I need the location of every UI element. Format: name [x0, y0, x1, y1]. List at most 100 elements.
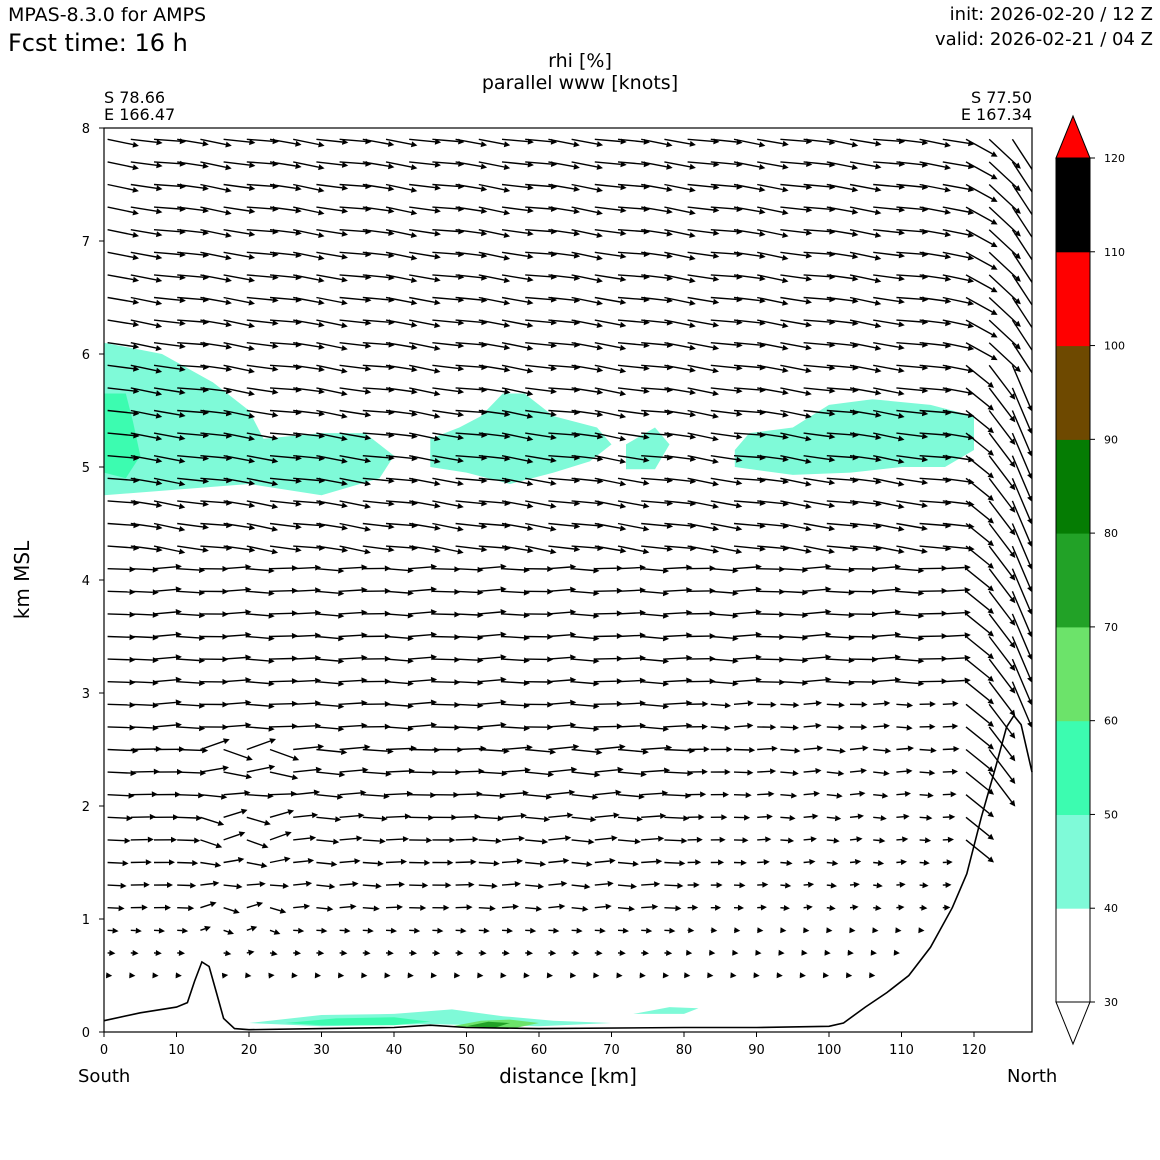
wind-vector-1010: [246, 387, 279, 395]
wind-vector-798: [896, 522, 928, 531]
rhi-region-12: [466, 1021, 510, 1028]
wind-vector-107: [200, 901, 217, 909]
wind-vector-722: [988, 568, 1016, 604]
wind-vector-923: [1011, 455, 1032, 502]
wind-vector-1052: [293, 364, 325, 373]
wind-vector-952: [757, 432, 789, 440]
wind-vector-1303: [548, 229, 581, 237]
wind-vector-954: [803, 432, 836, 440]
wind-vector-1102: [525, 342, 558, 349]
wind-vector-845: [130, 477, 163, 486]
wind-vector-1293: [316, 229, 348, 237]
wind-vector-288: [942, 814, 956, 820]
wind-vector-162: [617, 883, 637, 890]
wind-vector-1004: [107, 387, 140, 394]
wind-vector-970: [246, 409, 279, 418]
wind-vector-1341: [501, 206, 534, 214]
wind-vector-866: [617, 477, 650, 486]
wind-vector-843: [1011, 500, 1032, 548]
wind-vector-567: [177, 634, 206, 641]
x-axis-label: distance [km]: [499, 1064, 637, 1088]
wind-vector-822: [525, 500, 557, 509]
wind-vector-1297: [409, 229, 441, 237]
wind-vector-994: [803, 409, 836, 417]
wind-vector-1243: [1011, 274, 1032, 307]
wind-vector-724: [107, 544, 140, 551]
wind-vector-125: [617, 905, 635, 912]
wind-vector-906: [617, 455, 650, 463]
wind-vector-403: [942, 746, 960, 752]
wind-vector-988: [664, 409, 697, 418]
wind-vector-821: [501, 500, 534, 509]
wind-vector-1257: [409, 251, 441, 260]
wind-vector-340: [385, 768, 415, 774]
wind-vector-1197: [873, 296, 905, 305]
wind-vector-1216: [385, 274, 418, 283]
wind-vector-241: [733, 837, 749, 844]
wind-vector-746: [617, 545, 650, 555]
wind-vector-2: [152, 972, 159, 979]
wind-vector-1305: [594, 229, 627, 237]
y-axis-ticks: 0 1 2 3 4 5 6 7 8: [82, 122, 104, 1041]
wind-vector-306: [478, 792, 506, 799]
wind-vector-1482: [988, 138, 1021, 169]
wind-vector-628: [664, 609, 693, 616]
wind-vector-754: [803, 545, 835, 554]
wind-vector-773: [316, 522, 348, 531]
wind-vector-143: [177, 882, 197, 889]
wind-vector-19: [570, 972, 577, 979]
wind-vector-1140: [478, 319, 511, 328]
wind-vector-1345: [594, 206, 627, 214]
wind-vector-55: [641, 950, 649, 956]
colorbar-label: 90: [1104, 433, 1118, 446]
wind-vector-1481: [965, 138, 998, 157]
wind-vector-726: [153, 545, 186, 555]
wind-vector-1295: [362, 229, 395, 236]
wind-vector-434: [757, 724, 777, 731]
wind-vector-354: [710, 769, 731, 775]
wind-vector-212: [919, 859, 930, 866]
wind-vector-267: [455, 813, 481, 820]
wind-vector-779: [455, 522, 488, 530]
x-axis-ticks: 0 10 20 30 40 50 60 70 80 90 100 110 120: [100, 1032, 986, 1058]
wind-vector-376: [316, 748, 348, 755]
wind-vector-16: [500, 972, 507, 979]
wind-vector-98: [826, 927, 833, 934]
wind-vector-1070: [710, 364, 743, 371]
wind-vector-1208: [200, 274, 232, 283]
wind-vector-281: [780, 815, 796, 821]
wind-vector-1299: [455, 229, 488, 237]
wind-vector-110: [269, 907, 287, 914]
wind-vector-118: [455, 904, 473, 911]
wind-vector-1168: [200, 296, 232, 306]
wind-vector-8: [314, 972, 321, 979]
colorbar-label: 70: [1104, 621, 1118, 634]
wind-vector-522: [988, 681, 1016, 717]
wind-vector-1120: [942, 342, 975, 351]
wind-vector-259: [269, 809, 295, 818]
wind-vector-1355: [826, 206, 859, 215]
wind-vector-1359: [919, 206, 952, 215]
wind-vector-1452: [293, 138, 325, 148]
wind-vector-944: [571, 432, 604, 440]
wind-vector-99: [849, 927, 856, 934]
wind-vector-294: [200, 793, 228, 800]
wind-vector-385: [525, 748, 557, 755]
wind-vector-301: [362, 793, 390, 800]
wind-vector-297: [269, 790, 297, 797]
wind-vector-641: [965, 613, 994, 637]
wind-vector-404: [965, 748, 994, 773]
wind-vector-1232: [757, 274, 789, 284]
y-tick-label: 8: [82, 122, 90, 137]
wind-vector-1445: [130, 138, 163, 146]
wind-vector-966: [153, 409, 186, 418]
wind-vector-257: [223, 808, 248, 818]
wind-vector-1419: [455, 161, 488, 170]
wind-vector-593: [780, 634, 809, 641]
wind-vector-295: [223, 790, 251, 796]
wind-vector-161: [594, 880, 614, 887]
wind-vector-432: [710, 725, 731, 731]
wind-vector-114: [362, 905, 380, 912]
end-latitude: S 77.50: [970, 88, 1032, 107]
wind-vector-765: [130, 522, 163, 531]
